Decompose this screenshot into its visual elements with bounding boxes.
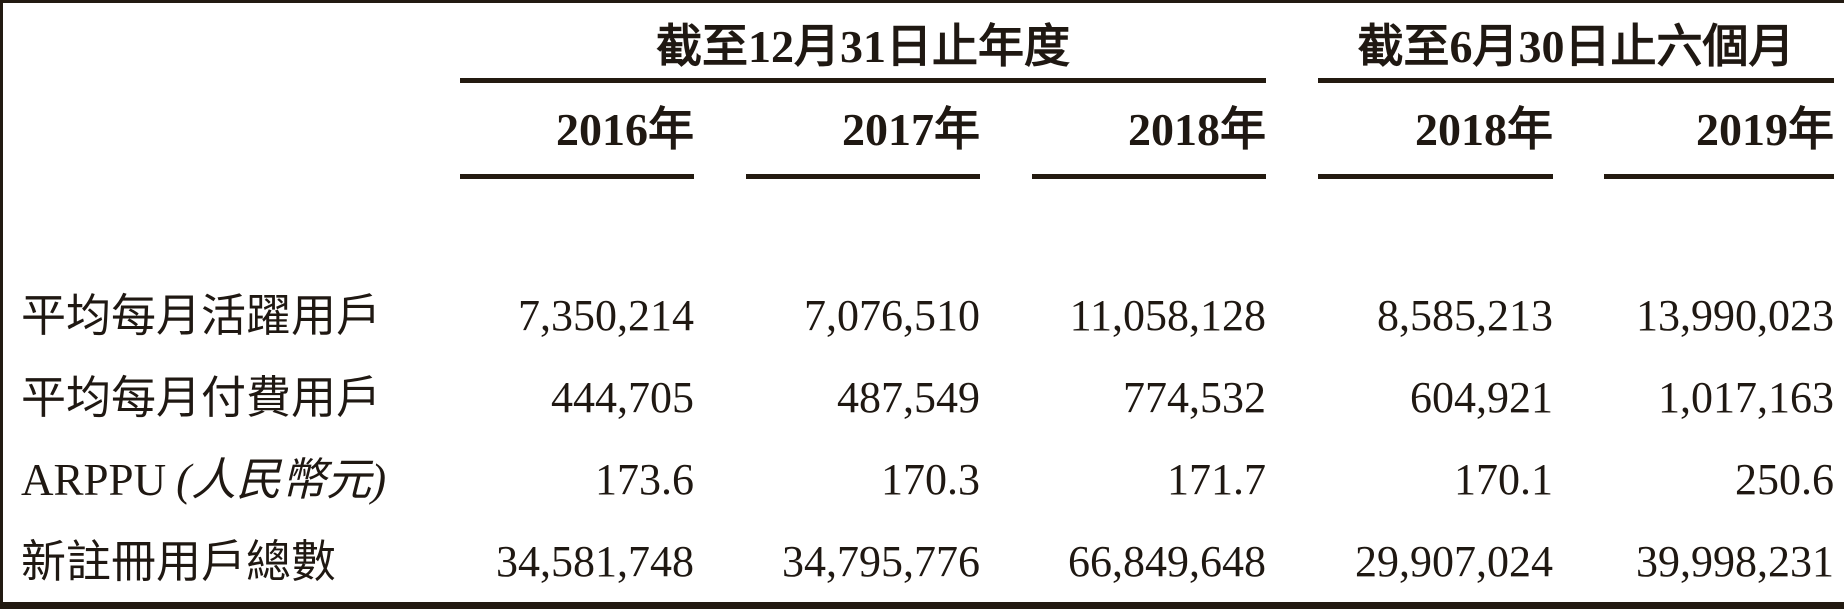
column-group-year-ended-dec31: 截至12月31日止年度 bbox=[460, 15, 1266, 83]
row-label-monthly-active-users: 平均每月活躍用戶 bbox=[3, 275, 460, 357]
cell-value: 444,705 bbox=[551, 373, 694, 422]
column-group-six-months-ended-jun30: 截至6月30日止六個月 bbox=[1318, 15, 1834, 83]
row-label-monthly-paying-users: 平均每月付費用戶 bbox=[3, 357, 460, 439]
row-label-arppu: ARPPU (人民幣元) bbox=[3, 439, 460, 521]
cell-value: 29,907,024 bbox=[1355, 537, 1553, 586]
cell-value: 8,585,213 bbox=[1377, 291, 1553, 340]
cell-value: 34,581,748 bbox=[496, 537, 694, 586]
cell-value: 11,058,128 bbox=[1069, 291, 1266, 340]
year-header-2016: 2016年 bbox=[460, 83, 694, 179]
row-label-text: 平均每月活躍用戶 bbox=[21, 291, 382, 341]
cell-value: 13,990,023 bbox=[1636, 291, 1834, 340]
row-label-note: (人民幣元) bbox=[176, 455, 387, 505]
cell-value: 170.3 bbox=[881, 455, 980, 504]
cell-value: 7,076,510 bbox=[804, 291, 980, 340]
year-header-2017: 2017年 bbox=[746, 83, 980, 179]
cell-value: 171.7 bbox=[1167, 455, 1266, 504]
cell-value: 66,849,648 bbox=[1068, 537, 1266, 586]
year-header-2019-interim: 2019年 bbox=[1604, 83, 1834, 179]
row-label-text: ARPPU bbox=[21, 455, 167, 505]
row-label-new-registered-users: 新註冊用戶總數 bbox=[3, 521, 460, 602]
cell-value: 173.6 bbox=[595, 455, 694, 504]
cell-value: 7,350,214 bbox=[518, 291, 694, 340]
cell-value: 774,532 bbox=[1123, 373, 1266, 422]
year-header-2018: 2018年 bbox=[1032, 83, 1266, 179]
year-header-2018-interim: 2018年 bbox=[1318, 83, 1553, 179]
cell-value: 170.1 bbox=[1454, 455, 1553, 504]
cell-value: 1,017,163 bbox=[1658, 373, 1834, 422]
cell-value: 39,998,231 bbox=[1636, 537, 1834, 586]
financial-metrics-table: 截至12月31日止年度 截至6月30日止六個月 2016年 2017年 2018… bbox=[3, 3, 1834, 602]
cell-value: 487,549 bbox=[837, 373, 980, 422]
row-label-text: 新註冊用戶總數 bbox=[21, 537, 337, 587]
row-label-text: 平均每月付費用戶 bbox=[21, 373, 382, 423]
cell-value: 34,795,776 bbox=[782, 537, 980, 586]
cell-value: 250.6 bbox=[1735, 455, 1834, 504]
cell-value: 604,921 bbox=[1410, 373, 1553, 422]
